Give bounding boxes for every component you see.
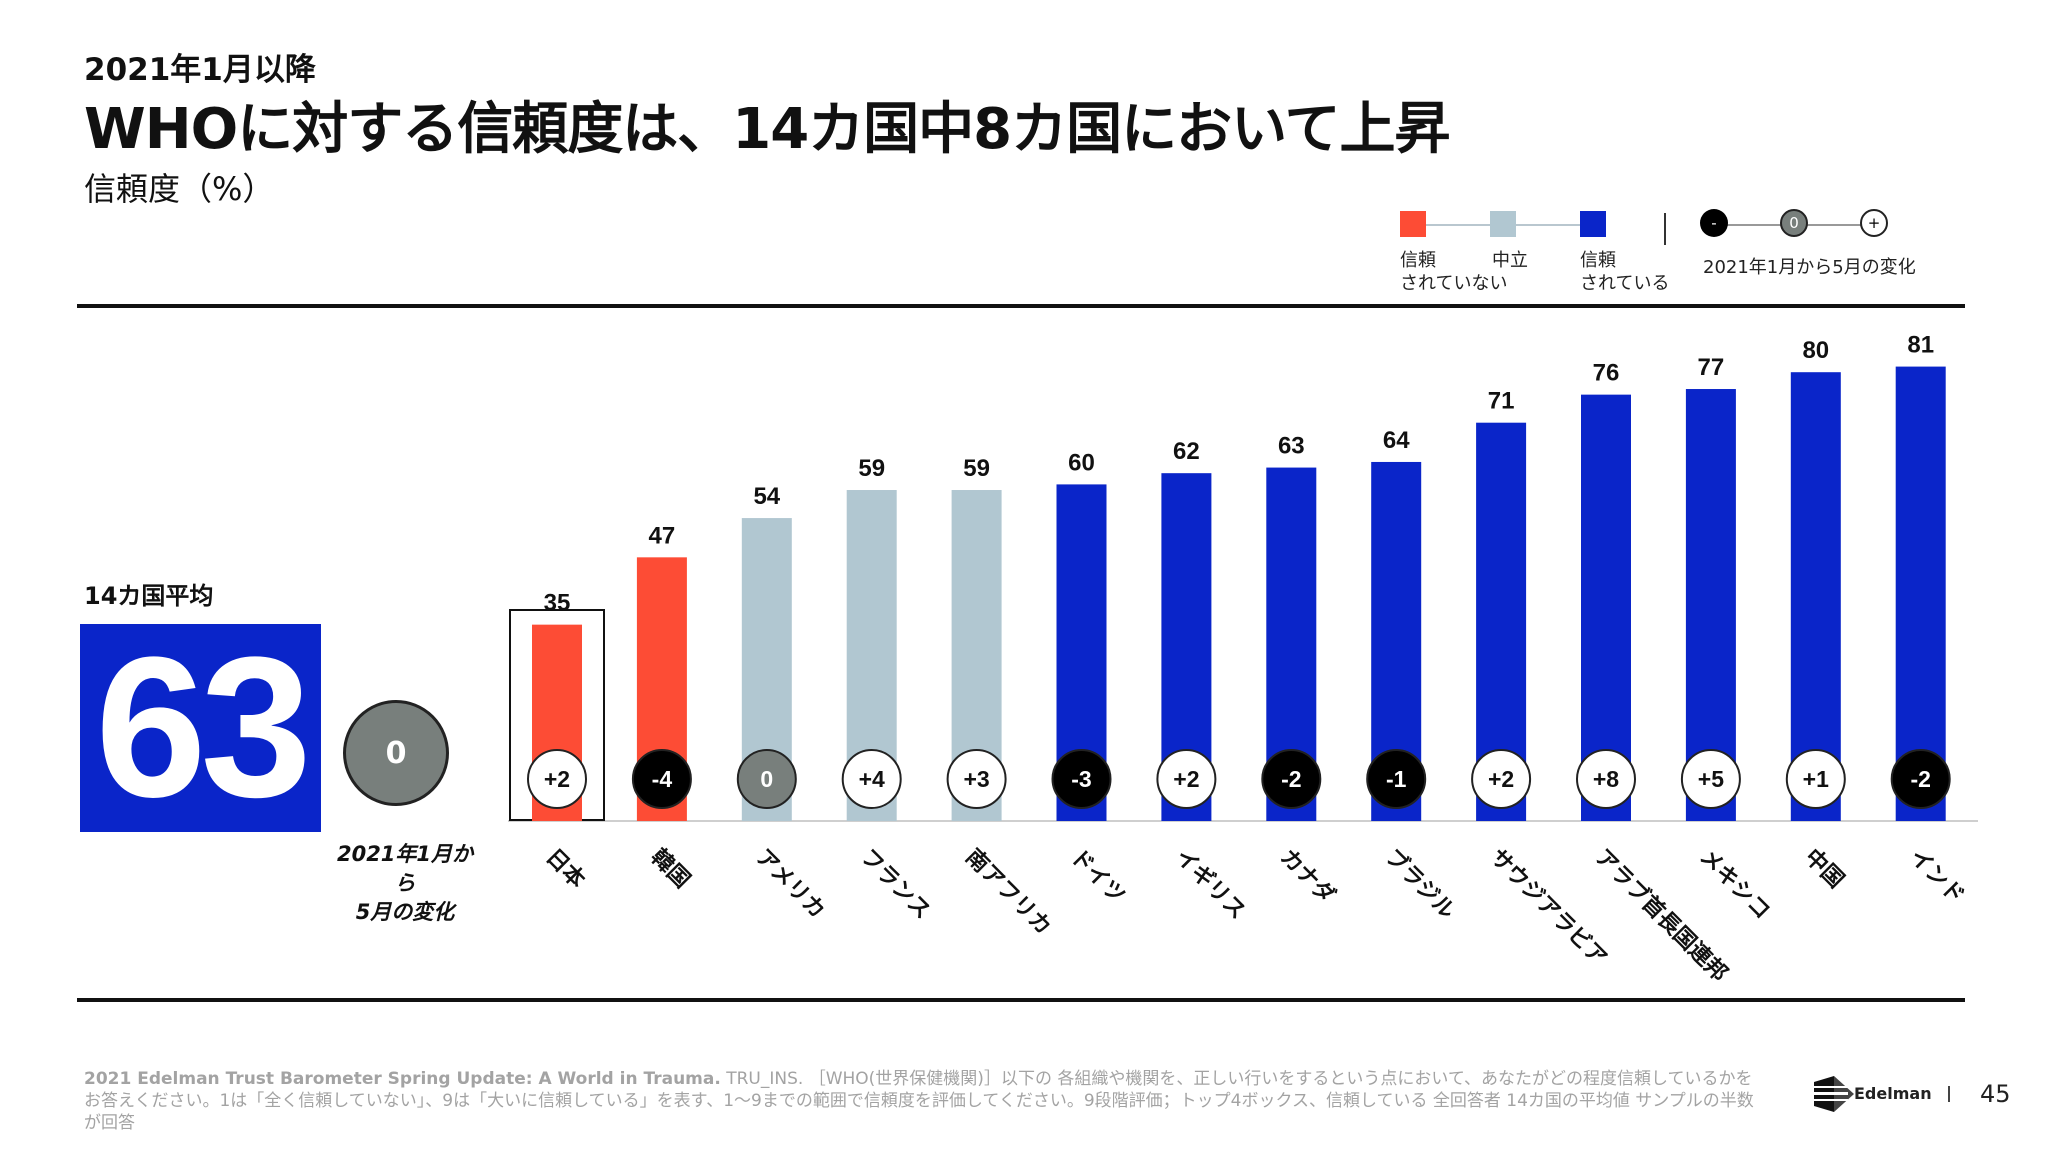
category-label-5: ドイツ xyxy=(1065,845,1129,909)
change-label-1: -4 xyxy=(652,766,673,792)
footnote-text-2: お答えください。1は「全く信頼していない」、9は「大いに信頼している」を表す、1… xyxy=(84,1091,1754,1133)
change-circle-4 xyxy=(946,749,1007,809)
data-label-6: 62 xyxy=(1173,438,1200,465)
data-label-2: 54 xyxy=(753,483,780,510)
legend-change-zero: 0 xyxy=(1780,209,1808,237)
legend-change-label: 2021年1月から5月の変化 xyxy=(1703,257,1916,278)
legend-label-trusted: 信頼 されている xyxy=(1580,250,1670,294)
change-label-3: +4 xyxy=(859,766,885,792)
category-label-0: 日本 xyxy=(541,845,590,894)
data-label-1: 47 xyxy=(649,522,676,549)
chart-subtitle: 信頼度（%） xyxy=(84,170,275,208)
change-label-10: +8 xyxy=(1593,766,1619,792)
change-label-9: +2 xyxy=(1488,766,1514,792)
average-value: 63 xyxy=(95,616,311,839)
change-circle-11 xyxy=(1680,749,1741,809)
data-label-13: 81 xyxy=(1907,332,1934,359)
category-label-11: メキシコ xyxy=(1695,845,1775,925)
average-change-circle: 0 xyxy=(343,700,449,806)
footnote-text-1: TRU_INS. ［WHO(世界保健機関)］以下の 各組織や機関を、正しい行いを… xyxy=(720,1069,1753,1089)
change-label-2: 0 xyxy=(760,766,773,792)
footnote: 2021 Edelman Trust Barometer Spring Upda… xyxy=(84,1068,1764,1134)
change-circle-9 xyxy=(1471,749,1532,809)
change-circle-5 xyxy=(1051,749,1112,809)
legend-label-not-trusted: 信頼 されていない xyxy=(1400,250,1508,294)
legend-separator xyxy=(1664,213,1666,245)
data-label-0: 35 xyxy=(544,590,571,617)
category-label-12: 中国 xyxy=(1800,845,1849,894)
category-label-7: カナダ xyxy=(1275,844,1340,909)
legend-swatch-trusted xyxy=(1580,211,1606,237)
pre-title: 2021年1月以降 xyxy=(84,52,316,88)
data-label-4: 59 xyxy=(963,455,990,482)
change-label-4: +3 xyxy=(963,766,989,792)
change-label-0: +2 xyxy=(544,766,570,792)
data-label-8: 64 xyxy=(1383,427,1410,454)
average-change-label: 2021年1月から 5月の変化 xyxy=(336,842,474,924)
legend-label-neutral: 中立 xyxy=(1492,250,1528,271)
change-label-7: -2 xyxy=(1281,766,1301,792)
change-circle-12 xyxy=(1785,749,1846,809)
change-label-13: -2 xyxy=(1910,766,1930,792)
category-label-8: ブラジル xyxy=(1380,844,1460,924)
category-label-6: イギリス xyxy=(1170,845,1250,925)
change-label-8: -1 xyxy=(1386,766,1407,792)
change-circle-13 xyxy=(1890,749,1951,809)
change-circle-8 xyxy=(1366,749,1427,809)
change-label-6: +2 xyxy=(1173,766,1199,792)
change-circle-10 xyxy=(1576,749,1636,809)
category-label-2: アメリカ xyxy=(751,845,830,924)
data-label-9: 71 xyxy=(1488,388,1515,415)
data-label-3: 59 xyxy=(858,455,885,482)
change-circle-3 xyxy=(841,749,902,809)
data-label-11: 77 xyxy=(1698,354,1725,381)
average-box: 63 xyxy=(80,624,321,832)
category-label-1: 韓国 xyxy=(646,844,696,894)
average-label: 14カ国平均 xyxy=(84,582,214,610)
legend-change-positive: + xyxy=(1860,209,1888,237)
change-circle-6 xyxy=(1156,749,1217,809)
footnote-source: 2021 Edelman Trust Barometer Spring Upda… xyxy=(84,1069,721,1089)
change-label-11: +5 xyxy=(1698,766,1724,792)
change-label-5: -3 xyxy=(1071,766,1091,792)
change-label-12: +1 xyxy=(1803,766,1829,792)
legend-swatch-neutral xyxy=(1490,211,1516,237)
legend-change-negative: - xyxy=(1700,209,1728,237)
page-separator xyxy=(1948,1086,1950,1102)
category-label-13: インド xyxy=(1904,845,1968,909)
legend-swatch-not-trusted xyxy=(1400,211,1426,237)
change-circle-0 xyxy=(527,749,587,809)
category-label-3: フランス xyxy=(855,845,935,925)
data-label-12: 80 xyxy=(1802,337,1829,364)
bottom-rule xyxy=(77,998,1965,1002)
change-circle-7 xyxy=(1261,749,1322,809)
brand-name: Edelman xyxy=(1854,1084,1932,1103)
data-label-10: 76 xyxy=(1593,360,1620,387)
page-number: 45 xyxy=(1980,1080,2011,1108)
data-label-5: 60 xyxy=(1068,449,1095,476)
top-rule xyxy=(77,304,1965,308)
bar-12 xyxy=(1790,372,1841,821)
legend: 信頼 されていない 中立 信頼 されている - 0 + 2021年1月から5月の… xyxy=(1390,205,1930,305)
edelman-logo-icon xyxy=(1808,1076,1854,1112)
category-label-4: 南アフリカ xyxy=(960,845,1055,940)
page-title: WHOに対する信頼度は、14カ国中8カ国において上昇 xyxy=(84,97,1450,162)
change-circle-1 xyxy=(631,749,692,809)
change-circle-2 xyxy=(736,749,797,809)
bar-13 xyxy=(1895,366,1946,821)
data-label-7: 63 xyxy=(1278,433,1305,460)
